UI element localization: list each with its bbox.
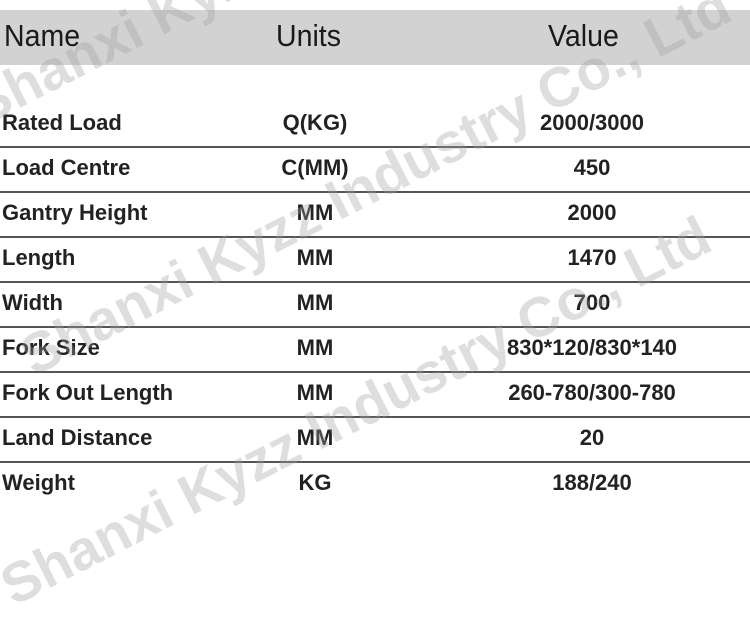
- row-divider: [0, 326, 750, 328]
- table-row: Load Centre C(MM) 450: [0, 146, 750, 191]
- cell-name: Length: [2, 245, 76, 270]
- table-row: Length MM 1470: [0, 236, 750, 281]
- header-name: Name: [4, 18, 81, 53]
- row-divider: [0, 146, 750, 148]
- table-row: Land Distance MM 20: [0, 416, 750, 461]
- row-divider: [0, 416, 750, 418]
- cell-units: MM: [296, 200, 334, 225]
- cell-name: Fork Out Length: [2, 380, 174, 405]
- cell-value: 2000/3000: [540, 110, 644, 135]
- cell-value: 20: [579, 425, 605, 450]
- row-divider: [0, 371, 750, 373]
- cell-name: Land Distance: [2, 425, 153, 450]
- cell-value: 260-780/300-780: [508, 380, 676, 405]
- cell-value: 188/240: [552, 470, 632, 495]
- header-units: Units: [276, 18, 341, 53]
- cell-units: KG: [298, 470, 332, 495]
- table-header: Name Units Value: [0, 10, 750, 65]
- cell-units: MM: [296, 425, 334, 450]
- cell-name: Rated Load: [2, 110, 122, 135]
- cell-value: 830*120/830*140: [506, 335, 678, 360]
- row-divider: [0, 236, 750, 238]
- table-row: Rated Load Q(KG) 2000/3000: [0, 101, 750, 146]
- cell-units: MM: [296, 290, 334, 315]
- table-row: Fork Out Length MM 260-780/300-780: [0, 371, 750, 416]
- cell-units: MM: [296, 245, 334, 270]
- cell-name: Load Centre: [2, 155, 131, 180]
- cell-units: MM: [296, 335, 334, 360]
- cell-name: Gantry Height: [2, 200, 148, 225]
- row-divider: [0, 281, 750, 283]
- table-row: Weight KG 188/240: [0, 461, 750, 506]
- header-value: Value: [548, 18, 619, 53]
- cell-value: 700: [573, 290, 611, 315]
- cell-units: MM: [296, 380, 334, 405]
- table-row: Gantry Height MM 2000: [0, 191, 750, 236]
- table-row: Fork Size MM 830*120/830*140: [0, 326, 750, 371]
- cell-units: C(MM): [281, 155, 349, 180]
- cell-units: Q(KG): [282, 110, 348, 135]
- row-divider: [0, 461, 750, 463]
- cell-value: 450: [573, 155, 611, 180]
- cell-value: 1470: [567, 245, 617, 270]
- table-row: Width MM 700: [0, 281, 750, 326]
- cell-name: Fork Size: [2, 335, 100, 360]
- cell-value: 2000: [567, 200, 617, 225]
- cell-name: Weight: [2, 470, 75, 495]
- row-divider: [0, 191, 750, 193]
- cell-name: Width: [2, 290, 63, 315]
